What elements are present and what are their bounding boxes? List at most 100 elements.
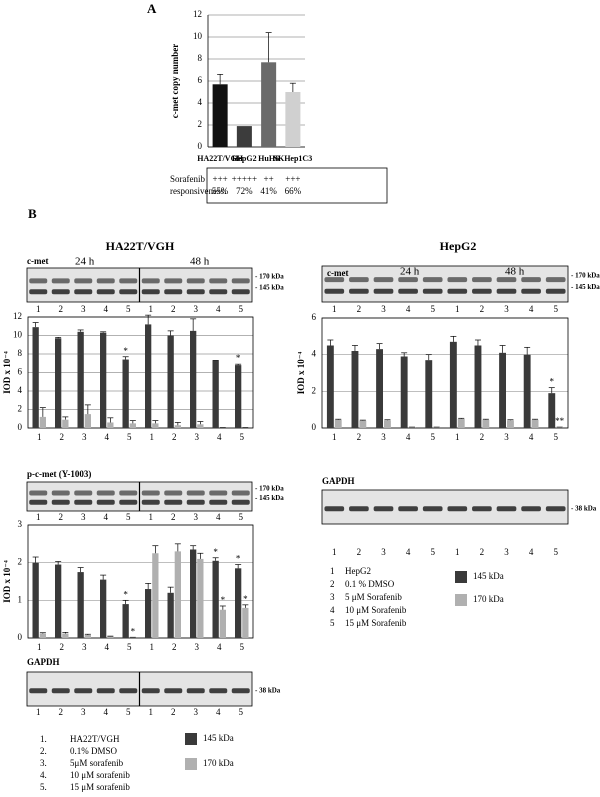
lane-number: 3 bbox=[381, 304, 386, 314]
blot-band bbox=[187, 491, 205, 496]
legend-number: 5. bbox=[40, 782, 47, 792]
blot-band bbox=[52, 688, 70, 693]
significance-mark: * bbox=[236, 554, 241, 564]
legend-text: 0.1% DMSO bbox=[70, 746, 118, 756]
panel-label: B bbox=[28, 206, 37, 221]
blot-label: GAPDH bbox=[27, 657, 60, 667]
lane-number: 1 bbox=[332, 547, 337, 557]
kda-label: - 170 kDa bbox=[255, 273, 284, 281]
significance-mark: * bbox=[213, 547, 218, 557]
blot-band bbox=[209, 278, 227, 283]
legend-number: 4. bbox=[40, 770, 47, 780]
legend-text: HepG2 bbox=[345, 566, 371, 576]
legend-number: 1. bbox=[40, 734, 47, 744]
blot-band bbox=[398, 277, 418, 282]
y-tick-label: 4 bbox=[18, 385, 23, 395]
responsiveness-percent: 66% bbox=[285, 186, 302, 196]
lane-number: 1 bbox=[36, 304, 41, 314]
lane-number: 2 bbox=[171, 512, 176, 522]
x-tick-label: 2 bbox=[480, 432, 485, 442]
blot-band bbox=[447, 289, 467, 294]
bar bbox=[130, 423, 136, 428]
blot-band bbox=[119, 278, 137, 283]
blot-band bbox=[324, 289, 344, 294]
bar bbox=[145, 324, 151, 428]
lane-number: 3 bbox=[504, 304, 509, 314]
legend-text: 15 μM Sorafenib bbox=[345, 618, 407, 628]
time-label: 48 h bbox=[505, 266, 525, 278]
bar bbox=[242, 608, 248, 638]
blot-band bbox=[142, 500, 160, 505]
lane-number: 5 bbox=[430, 547, 435, 557]
blot-band bbox=[187, 688, 205, 693]
blot-band bbox=[209, 491, 227, 496]
legend-swatch bbox=[455, 594, 467, 606]
kda-label: - 145 kDa bbox=[571, 283, 600, 291]
x-tick-label: 3 bbox=[82, 642, 87, 652]
x-tick-label: 4 bbox=[217, 642, 222, 652]
legend-text: 10 μM sorafenib bbox=[70, 770, 130, 780]
bar bbox=[220, 610, 226, 638]
blot-band bbox=[74, 289, 92, 294]
lane-number: 3 bbox=[194, 512, 199, 522]
blot-band bbox=[142, 491, 160, 496]
y-tick-label: 2 bbox=[18, 404, 23, 414]
lane-number: 1 bbox=[455, 547, 460, 557]
blot-band bbox=[349, 506, 369, 511]
bar bbox=[123, 604, 129, 638]
y-tick-label: 4 bbox=[312, 349, 317, 359]
blot-band bbox=[52, 289, 70, 294]
significance-mark: * bbox=[123, 346, 128, 356]
lane-number: 2 bbox=[357, 547, 362, 557]
blot-band bbox=[232, 688, 250, 693]
lane-number: 4 bbox=[529, 304, 534, 314]
blot-label: p-c-met (Y-1003) bbox=[27, 469, 91, 479]
y-tick-label: 6 bbox=[198, 75, 203, 85]
lane-number: 2 bbox=[171, 304, 176, 314]
x-tick-label: 3 bbox=[504, 432, 509, 442]
y-tick-label: 6 bbox=[312, 312, 317, 322]
y-tick-label: 1 bbox=[18, 594, 23, 604]
bar bbox=[235, 365, 241, 428]
responsiveness: ++ bbox=[264, 174, 274, 184]
blot-band bbox=[142, 688, 160, 693]
bar bbox=[62, 420, 68, 428]
blot-band bbox=[74, 278, 92, 283]
bar bbox=[78, 572, 84, 638]
lane-number: 4 bbox=[216, 512, 221, 522]
x-tick-label: 4 bbox=[217, 432, 222, 442]
y-tick-label: 0 bbox=[198, 141, 203, 151]
x-tick-label: 3 bbox=[195, 432, 200, 442]
lane-number: 1 bbox=[332, 304, 337, 314]
blot-band bbox=[187, 289, 205, 294]
x-tick-label: 1 bbox=[37, 642, 42, 652]
blot-band bbox=[232, 491, 250, 496]
bar bbox=[213, 561, 219, 638]
legend-label: 170 kDa bbox=[203, 758, 234, 768]
y-tick-label: 0 bbox=[18, 422, 23, 432]
blot-band bbox=[52, 491, 70, 496]
x-tick-label: 1 bbox=[332, 432, 337, 442]
blot-band bbox=[497, 289, 517, 294]
blot-band bbox=[232, 278, 250, 283]
bar bbox=[524, 355, 531, 428]
lane-number: 2 bbox=[480, 304, 485, 314]
kda-label: - 38 kDa bbox=[571, 504, 597, 512]
blot-band bbox=[187, 278, 205, 283]
legend-number: 1 bbox=[330, 566, 335, 576]
lane-number: 5 bbox=[239, 707, 244, 717]
chart-title: HA22T/VGH bbox=[106, 239, 175, 253]
lane-number: 2 bbox=[480, 547, 485, 557]
significance-mark: * bbox=[243, 594, 248, 604]
y-axis-label: IOD x 10⁻⁴ bbox=[2, 560, 12, 603]
bar bbox=[213, 360, 219, 428]
significance-mark: * bbox=[131, 626, 136, 636]
blot-band bbox=[97, 500, 115, 505]
lane-number: 1 bbox=[149, 304, 154, 314]
x-tick-label: 4 bbox=[105, 432, 110, 442]
bar bbox=[85, 635, 91, 638]
blot-band bbox=[497, 277, 517, 282]
blot-band bbox=[97, 278, 115, 283]
blot-band bbox=[472, 289, 492, 294]
bar bbox=[261, 62, 276, 147]
